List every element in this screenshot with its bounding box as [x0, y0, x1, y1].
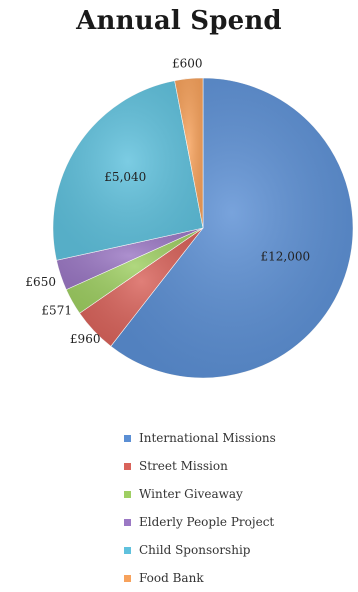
legend-label: Elderly People Project: [139, 515, 275, 529]
legend-label: Food Bank: [139, 571, 204, 585]
data-label-child-sponsorship: £5,040: [104, 170, 146, 184]
legend-label: International Missions: [139, 431, 276, 445]
legend-label: Winter Giveaway: [139, 487, 243, 501]
legend-label: Street Mission: [139, 459, 228, 473]
legend-swatch: [124, 546, 131, 554]
pie-slice-shading: [79, 228, 203, 347]
pie-slice-shading: [66, 228, 203, 314]
legend-item: Elderly People Project: [124, 508, 344, 536]
legend-item: Street Mission: [124, 452, 344, 480]
pie-slice-shading: [174, 78, 203, 228]
data-label-street-mission: £960: [70, 332, 101, 346]
legend-item: Winter Giveaway: [124, 480, 344, 508]
legend-swatch: [124, 574, 131, 582]
chart-title: Annual Spend: [76, 6, 282, 36]
pie-slice-shading: [52, 80, 204, 261]
legend-swatch: [124, 434, 131, 442]
legend-item: International Missions: [124, 424, 344, 452]
data-label-elderly-people-project: £650: [25, 275, 56, 289]
legend-item: Child Sponsorship: [124, 536, 344, 564]
legend-label: Child Sponsorship: [139, 543, 251, 557]
pie-slice-shading: [110, 78, 353, 379]
data-label-food-bank: £600: [172, 57, 203, 71]
legend-item: Food Bank: [124, 564, 344, 592]
data-label-international-missions: £12,000: [260, 249, 310, 263]
pie-slice-shading: [56, 228, 203, 290]
legend-swatch: [124, 462, 131, 470]
pie-chart: £12,000 £960 £571 £650 £5,040 £600: [25, 57, 354, 379]
data-label-winter-giveaway: £571: [41, 304, 72, 318]
chart-legend: International Missions Street Mission Wint…: [124, 424, 344, 592]
legend-swatch: [124, 518, 131, 526]
legend-swatch: [124, 490, 131, 498]
